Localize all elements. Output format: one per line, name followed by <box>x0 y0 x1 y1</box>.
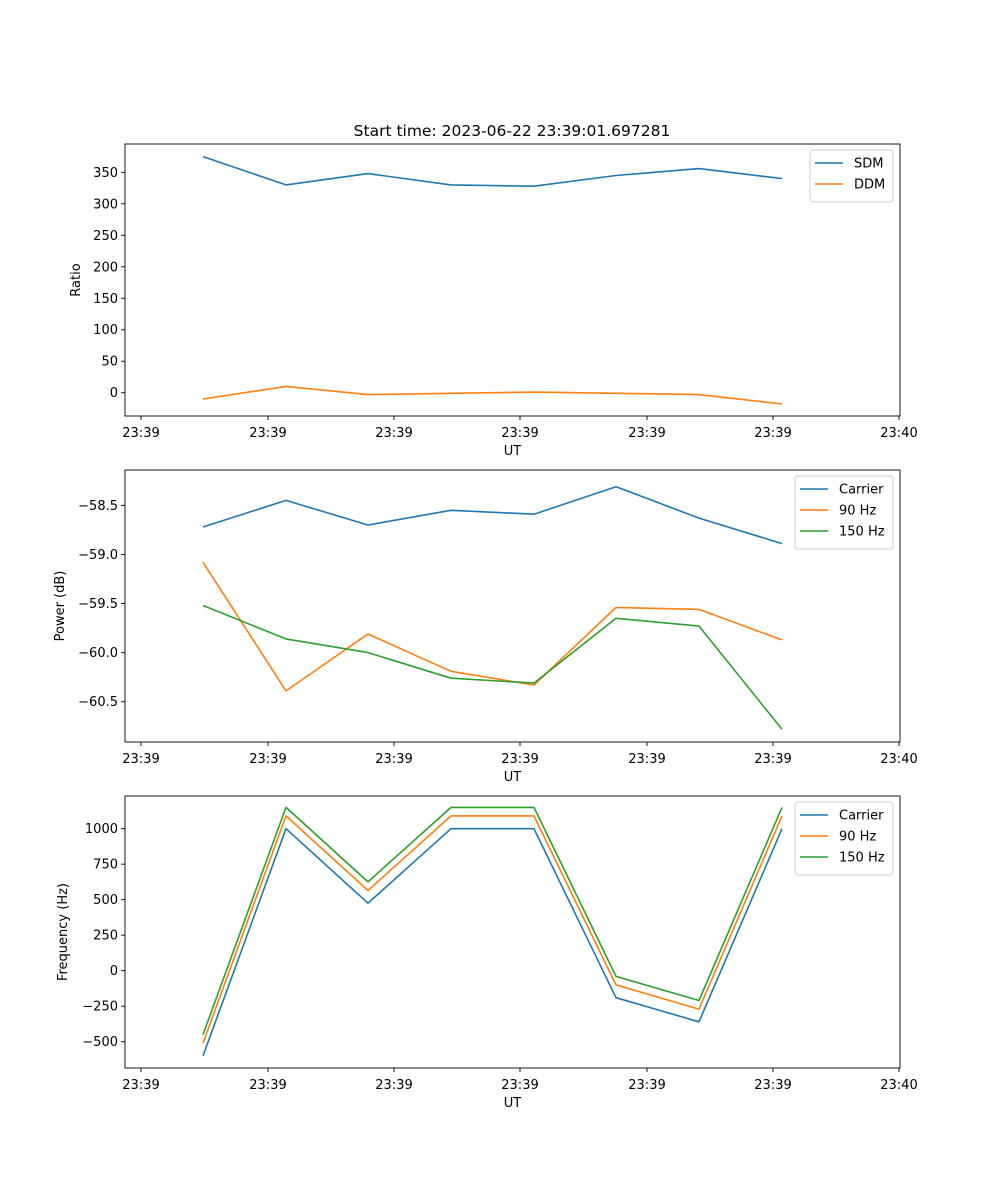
legend-label: Carrier <box>839 483 884 498</box>
x-tick-label: 23:40 <box>880 752 917 767</box>
x-tick-label: 23:39 <box>754 426 791 441</box>
legend-label: Carrier <box>839 809 884 824</box>
x-tick-label: 23:39 <box>628 426 665 441</box>
legend-label: DDM <box>854 178 885 193</box>
x-tick-label: 23:39 <box>628 752 665 767</box>
figure-title: Start time: 2023-06-22 23:39:01.697281 <box>354 122 671 140</box>
legend-label: 90 Hz <box>839 504 876 519</box>
x-tick-label: 23:39 <box>122 426 159 441</box>
y-tick-label: −58.5 <box>78 499 118 514</box>
axes-frame <box>124 795 901 1069</box>
x-tick-label: 23:39 <box>375 752 412 767</box>
x-tick-label: 23:39 <box>249 1078 286 1093</box>
series-line-carrier <box>202 827 783 1057</box>
y-tick-label: −250 <box>82 1000 118 1015</box>
x-tick-label: 23:39 <box>122 752 159 767</box>
x-tick-label: 23:39 <box>501 1078 538 1093</box>
y-tick-label: 250 <box>93 929 118 944</box>
y-tick-label: 300 <box>93 197 118 212</box>
series-line-150-hz <box>202 604 783 730</box>
x-tick-label: 23:39 <box>754 1078 791 1093</box>
x-tick-label: 23:40 <box>880 426 917 441</box>
y-tick-label: 200 <box>93 260 118 275</box>
series-line-carrier <box>202 485 783 545</box>
ratio-panel: 23:39 23:39 23:39 23:39 23:39 23:39 23:40 0 50 10… <box>69 143 918 459</box>
y-tick-label: 0 <box>110 386 118 401</box>
y-tick-label: 150 <box>93 292 118 307</box>
y-tick-label: −60.0 <box>78 646 118 661</box>
x-tick-label: 23:39 <box>754 752 791 767</box>
series-line-90-hz <box>202 815 783 1044</box>
y-tick-label: 100 <box>93 323 118 338</box>
x-tick-label: 23:39 <box>501 752 538 767</box>
y-tick-label: 250 <box>93 229 118 244</box>
y-tick-label: −500 <box>82 1035 118 1050</box>
power-panel: 23:39 23:39 23:39 23:39 23:39 23:39 23:40 −60.5… <box>53 469 918 785</box>
axes-frame <box>124 143 901 417</box>
x-tick-label: 23:40 <box>880 1078 917 1093</box>
frequency-panel: 23:39 23:39 23:39 23:39 23:39 23:39 23:40 −500 −… <box>56 795 918 1111</box>
y-tick-label: 500 <box>93 893 118 908</box>
x-axis-label: UT <box>504 1096 522 1111</box>
x-tick-label: 23:39 <box>249 752 286 767</box>
x-axis-label: UT <box>504 770 522 785</box>
y-tick-label: 1000 <box>85 822 118 837</box>
x-tick-label: 23:39 <box>375 1078 412 1093</box>
x-tick-label: 23:39 <box>375 426 412 441</box>
y-axis-label: Frequency (Hz) <box>56 883 71 981</box>
x-tick-label: 23:39 <box>628 1078 665 1093</box>
legend-label: SDM <box>854 157 883 172</box>
y-axis-label: Power (dB) <box>53 571 68 642</box>
series-line-150-hz <box>202 806 783 1035</box>
x-tick-label: 23:39 <box>249 426 286 441</box>
x-tick-label: 23:39 <box>501 426 538 441</box>
y-tick-label: 350 <box>93 166 118 181</box>
y-axis-label: Ratio <box>69 263 84 296</box>
y-tick-label: −59.0 <box>78 548 118 563</box>
legend-label: 90 Hz <box>839 830 876 845</box>
legend-label: 150 Hz <box>839 525 885 540</box>
y-tick-label: −60.5 <box>78 695 118 710</box>
y-tick-label: 750 <box>93 858 118 873</box>
x-tick-label: 23:39 <box>122 1078 159 1093</box>
series-line-ddm <box>202 385 783 405</box>
y-tick-label: 50 <box>101 355 118 370</box>
series-line-sdm <box>202 155 783 187</box>
y-tick-label: −59.5 <box>78 597 118 612</box>
y-tick-label: 0 <box>110 964 118 979</box>
legend-label: 150 Hz <box>839 851 885 866</box>
series-line-90-hz <box>202 561 783 692</box>
x-axis-label: UT <box>504 444 522 459</box>
axes-frame <box>124 469 901 743</box>
